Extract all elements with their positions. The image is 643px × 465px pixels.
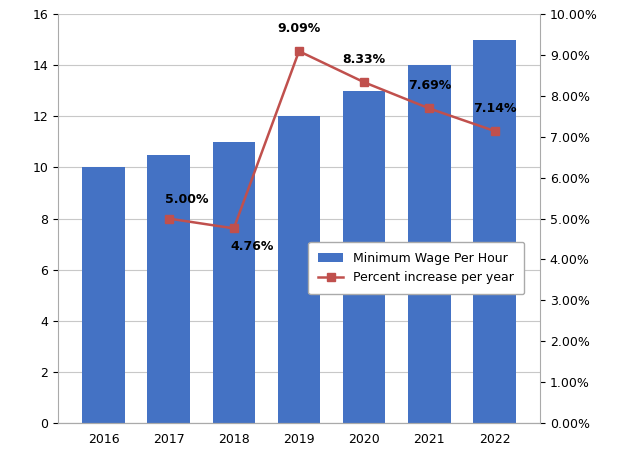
- Percent increase per year: [491, 128, 498, 134]
- Line: Percent increase per year: Percent increase per year: [165, 47, 499, 232]
- Text: 4.76%: 4.76%: [231, 240, 274, 253]
- Text: 9.09%: 9.09%: [277, 22, 321, 35]
- Text: 7.14%: 7.14%: [473, 102, 516, 114]
- Text: 8.33%: 8.33%: [343, 53, 386, 66]
- Percent increase per year: [360, 80, 368, 85]
- Bar: [147, 154, 190, 423]
- Bar: [82, 167, 125, 423]
- Percent increase per year: [165, 216, 172, 221]
- Bar: [408, 65, 451, 423]
- Bar: [473, 40, 516, 423]
- Text: 7.69%: 7.69%: [408, 79, 451, 92]
- Percent increase per year: [426, 106, 433, 111]
- Bar: [213, 142, 255, 423]
- Text: 5.00%: 5.00%: [165, 193, 209, 206]
- Percent increase per year: [295, 48, 303, 54]
- Legend: Minimum Wage Per Hour, Percent increase per year: Minimum Wage Per Hour, Percent increase …: [309, 242, 524, 294]
- Bar: [343, 91, 385, 423]
- Bar: [278, 116, 320, 423]
- Percent increase per year: [230, 226, 238, 231]
